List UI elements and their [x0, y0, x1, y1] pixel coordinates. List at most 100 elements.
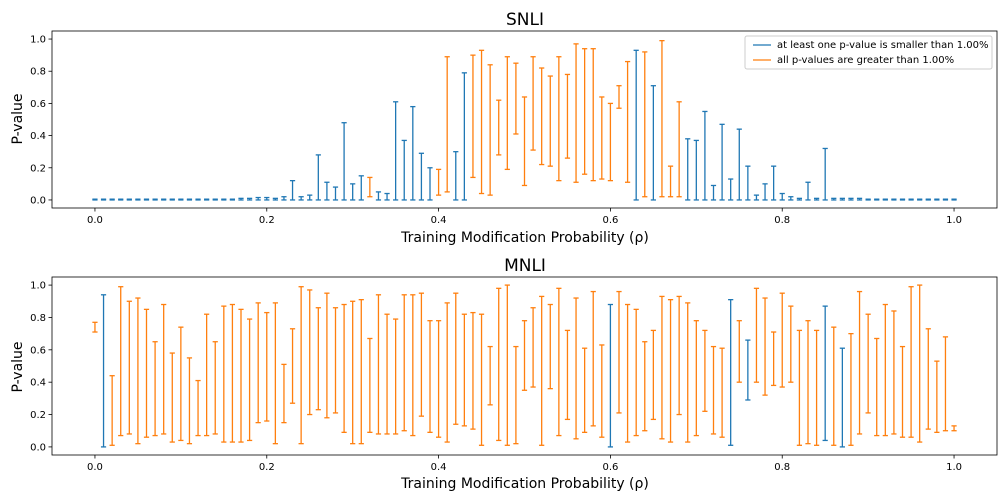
y-axis-label: P-value	[10, 341, 26, 392]
x-tick-label: 0.2	[259, 462, 275, 473]
x-tick-label: 0.4	[431, 462, 447, 473]
error-bar	[831, 326, 837, 446]
error-bar	[599, 344, 605, 438]
error-bar	[229, 303, 236, 443]
error-bar	[341, 122, 347, 201]
error-bar	[332, 186, 339, 201]
error-bar	[874, 337, 880, 437]
error-bar	[728, 299, 734, 446]
error-bar	[951, 425, 957, 432]
error-bar	[917, 198, 923, 201]
axes-frame	[51, 276, 998, 456]
error-bar	[771, 165, 777, 201]
error-bar	[186, 357, 193, 445]
error-bar	[891, 198, 897, 201]
error-bar	[504, 284, 510, 446]
error-bar	[582, 48, 588, 175]
error-bar	[126, 198, 132, 201]
error-bar	[865, 198, 871, 201]
error-bar	[676, 101, 682, 198]
error-bar	[659, 40, 665, 198]
error-bar	[109, 198, 115, 201]
y-tick-label: 0.8	[30, 67, 46, 78]
error-bar	[779, 192, 785, 201]
x-tick-label: 1.0	[946, 215, 962, 226]
error-bar	[375, 191, 382, 201]
error-bar	[728, 178, 734, 201]
error-bar	[118, 198, 124, 201]
error-bar	[702, 329, 708, 412]
error-bar	[839, 347, 845, 448]
error-bar	[796, 329, 803, 446]
error-bar	[607, 102, 614, 182]
error-bar	[642, 341, 648, 432]
error-bar	[453, 292, 459, 425]
x-axis-label: Training Modification Probability (ρ)	[400, 476, 649, 492]
error-bar	[573, 43, 579, 183]
error-bar	[281, 363, 287, 424]
error-bar	[719, 347, 725, 438]
error-bar	[384, 313, 390, 435]
error-bar	[753, 194, 760, 201]
error-bar	[556, 287, 562, 437]
error-bar	[710, 184, 717, 201]
x-tick-label: 0.6	[602, 462, 618, 473]
error-bar	[616, 290, 622, 414]
error-bar	[410, 294, 416, 437]
error-bar	[143, 308, 150, 438]
error-bar	[221, 305, 227, 443]
error-bar	[650, 329, 656, 421]
error-bar	[289, 328, 296, 404]
y-tick-label: 0.4	[30, 131, 46, 142]
error-bar	[246, 197, 253, 201]
y-tick-label: 0.4	[30, 378, 46, 389]
error-bar	[195, 198, 201, 201]
error-bar	[599, 96, 605, 180]
error-bar	[633, 308, 639, 437]
error-bar	[856, 197, 863, 201]
error-bar	[109, 375, 115, 446]
error-bar	[908, 198, 914, 201]
error-bar	[796, 197, 803, 201]
error-bar	[719, 123, 725, 201]
x-axis-label: Training Modification Probability (ρ)	[400, 230, 649, 246]
error-bar	[813, 329, 820, 446]
error-bar	[496, 287, 502, 442]
error-bar	[461, 313, 467, 427]
error-bar	[238, 197, 244, 201]
error-bar	[899, 198, 906, 201]
error-bar	[178, 198, 184, 201]
error-bar	[307, 194, 313, 201]
error-bar	[324, 181, 330, 201]
y-tick-label: 0.2	[30, 163, 46, 174]
error-bar	[762, 183, 768, 201]
error-bar	[478, 313, 485, 446]
x-tick-label: 0.2	[259, 215, 275, 226]
chart-snli: SNLI 0.0 0.2 0.4 0.6 0.8 1.0 0.0 0.2 0.4 0.6 0.8 1.…	[10, 10, 998, 246]
error-bar	[152, 341, 158, 437]
x-tick-label: 0.8	[774, 462, 790, 473]
error-bar	[539, 295, 545, 446]
error-bar	[934, 198, 940, 201]
error-bar	[942, 336, 949, 432]
error-bar	[135, 198, 141, 201]
error-bar	[161, 303, 167, 435]
error-bar	[195, 379, 201, 437]
error-bar	[229, 198, 236, 201]
error-bar	[92, 321, 98, 333]
x-tick-label: 0.0	[87, 215, 103, 226]
y-tick-label: 0.0	[30, 442, 46, 453]
error-bar	[693, 139, 699, 201]
error-bar	[393, 101, 399, 201]
error-bar	[685, 138, 691, 201]
error-bar	[753, 287, 760, 383]
y-axis-label: P-value	[10, 93, 26, 144]
error-bar	[272, 197, 278, 201]
error-bar	[487, 64, 493, 196]
error-bar	[642, 51, 648, 198]
error-bar	[667, 165, 674, 198]
error-bar	[212, 341, 218, 435]
error-bar	[298, 286, 304, 445]
error-bar	[624, 303, 631, 443]
legend-label-significant: at least one p-value is smaller than 1.0…	[777, 40, 988, 51]
